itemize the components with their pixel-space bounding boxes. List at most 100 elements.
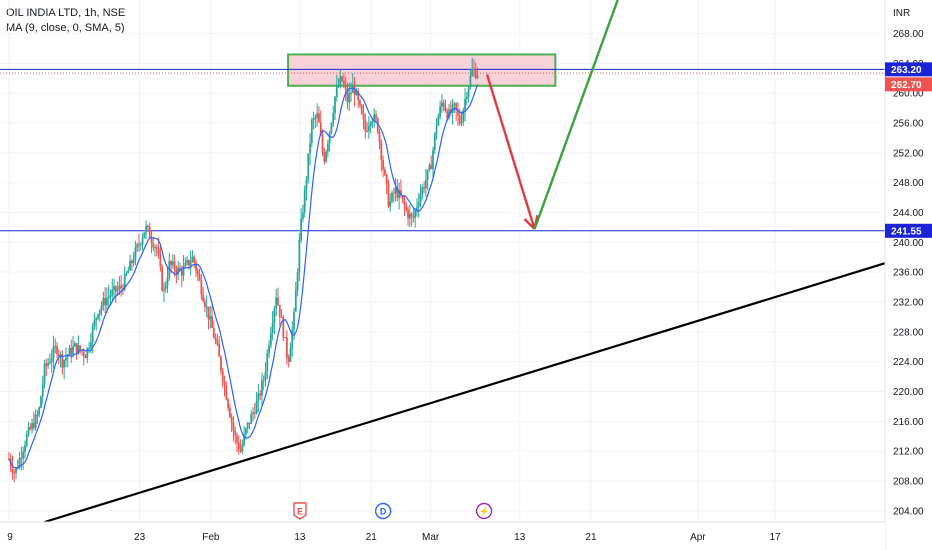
candle-body	[261, 380, 263, 396]
time-axis[interactable]: 9 23 Feb 13 21 Mar 13 21 Apr 17	[0, 521, 885, 550]
candle-body	[171, 261, 174, 265]
candle-body	[444, 106, 447, 112]
price-axis[interactable]: INR 204.00 208.00 212.00 216.00 220.00 224.00 2…	[884, 0, 932, 550]
candle-body	[212, 328, 215, 338]
candle-body	[209, 316, 212, 320]
candle-body	[138, 244, 140, 246]
trendline-group[interactable]	[44, 262, 886, 524]
candle-body	[343, 80, 345, 86]
candle-body	[275, 297, 278, 309]
candle-body	[68, 347, 71, 356]
candle-body	[207, 306, 210, 320]
candle-body	[416, 206, 418, 211]
price-tag-label: 263.20	[891, 65, 922, 76]
candle-body	[367, 125, 370, 131]
candle-body	[132, 260, 135, 264]
down-arrow-head	[523, 218, 536, 230]
candle-body	[170, 261, 172, 265]
candle-body	[193, 256, 196, 263]
candle-body	[91, 326, 94, 343]
candle-body	[66, 355, 69, 358]
candle-body	[38, 407, 41, 415]
price-tag-label: 262.70	[891, 80, 922, 91]
candle-body	[227, 399, 229, 408]
candle-body	[392, 192, 395, 194]
candle-body	[326, 143, 329, 152]
symbol-title[interactable]: OIL INDIA LTD, 1h, NSE	[6, 7, 126, 19]
candle-body	[332, 112, 335, 124]
candle-body	[298, 240, 301, 273]
candle-body	[145, 225, 148, 233]
candle-body	[130, 260, 133, 264]
candle-body	[296, 272, 299, 291]
candle-body	[116, 289, 119, 292]
candle-body	[284, 337, 287, 339]
candle-body	[232, 422, 235, 431]
earnings-marker	[293, 502, 307, 520]
candle-body	[277, 297, 279, 305]
candle-body	[389, 201, 392, 207]
price-tick-label: 232.00	[893, 298, 924, 309]
split-marker	[475, 502, 493, 520]
candle-body	[88, 347, 90, 349]
candle-body	[383, 169, 386, 175]
time-tick-label: 21	[366, 532, 378, 543]
candle-body	[25, 434, 28, 446]
candle-body	[152, 243, 155, 248]
resistance-zone[interactable]	[287, 53, 557, 87]
candle-body	[314, 117, 317, 119]
event-markers[interactable]: E D ⚡	[293, 502, 493, 520]
candle-body	[211, 316, 213, 329]
candle-body	[98, 309, 101, 315]
candle-body	[474, 69, 477, 78]
candle-body	[398, 190, 401, 198]
projection-arrows[interactable]	[485, 0, 619, 230]
candle-body	[335, 86, 338, 97]
candle-body	[111, 289, 114, 296]
candle-body	[205, 306, 208, 308]
candles	[8, 57, 479, 483]
candle-body	[161, 266, 164, 291]
candle-body	[259, 393, 262, 396]
candle-body	[177, 267, 180, 274]
candle-body	[118, 285, 121, 290]
candle-body	[82, 351, 85, 356]
candle-body	[122, 288, 124, 290]
candle-body	[382, 160, 385, 170]
time-tick-label: 13	[514, 532, 526, 543]
price-tick-label: 252.00	[893, 148, 924, 159]
candle-body	[184, 262, 187, 267]
candle-body	[385, 174, 388, 185]
candle-body	[250, 414, 253, 424]
candle-body	[22, 451, 25, 459]
candle-body	[330, 123, 333, 133]
candle-body	[262, 379, 265, 381]
price-tick-label: 240.00	[893, 238, 924, 249]
candle-body	[237, 442, 240, 450]
candle-body	[305, 179, 308, 190]
candle-body	[239, 449, 242, 452]
price-tag-bg	[885, 77, 932, 92]
price-tag-bg	[885, 62, 932, 77]
candle-body	[380, 142, 383, 161]
candle-body	[225, 385, 228, 400]
candle-body	[357, 91, 360, 101]
candle-body	[61, 354, 64, 368]
candle-body	[360, 105, 363, 114]
candle-body	[319, 122, 322, 135]
candle-body	[476, 75, 479, 78]
chart-legend: OIL INDIA LTD, 1h, NSE MA (9, close, 0, …	[6, 6, 125, 36]
candle-body	[52, 346, 55, 359]
indicator-label[interactable]: MA (9, close, 0, SMA, 5)	[6, 22, 125, 34]
price-tick-label: 224.00	[893, 357, 924, 368]
candle-body	[157, 248, 160, 255]
candle-body	[410, 213, 413, 217]
candle-body	[391, 192, 393, 202]
candle-body	[350, 92, 352, 94]
candle-body	[13, 472, 16, 474]
candle-body	[353, 84, 356, 96]
candle-body	[72, 346, 74, 355]
candle-body	[198, 274, 201, 280]
candle-body	[403, 199, 406, 206]
